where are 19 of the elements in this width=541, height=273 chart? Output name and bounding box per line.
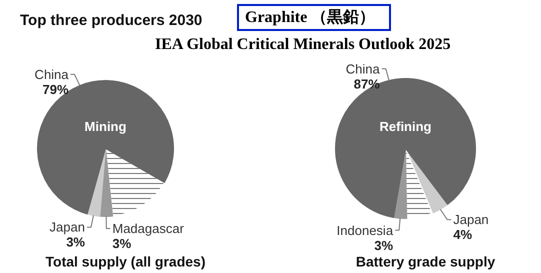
data-label: 3%: [374, 238, 394, 253]
text: Total supply (all grades): [46, 254, 206, 270]
text: Graphite （黒鉛）: [237, 4, 392, 31]
slice-label: Indonesia: [336, 222, 394, 238]
chart-title: Top three producers 2030: [20, 12, 202, 29]
data-label: 87%: [354, 76, 380, 92]
data-label: 3%: [112, 236, 132, 251]
slice-label: China: [34, 66, 70, 82]
slice-label: Madagascar: [112, 220, 185, 236]
data-label: 79%: [42, 82, 69, 97]
slice-label: China: [346, 61, 381, 76]
data-label: 3%: [66, 234, 86, 250]
data-label: 4%: [453, 227, 472, 242]
slice-label: Japan: [50, 220, 85, 235]
text: Battery grade supply: [356, 254, 496, 270]
slice-label: Japan: [453, 212, 489, 228]
text: Mining: [84, 119, 126, 134]
text: IEA Global Critical Minerals Outlook 2025: [155, 36, 451, 54]
text: Refining: [380, 119, 432, 134]
